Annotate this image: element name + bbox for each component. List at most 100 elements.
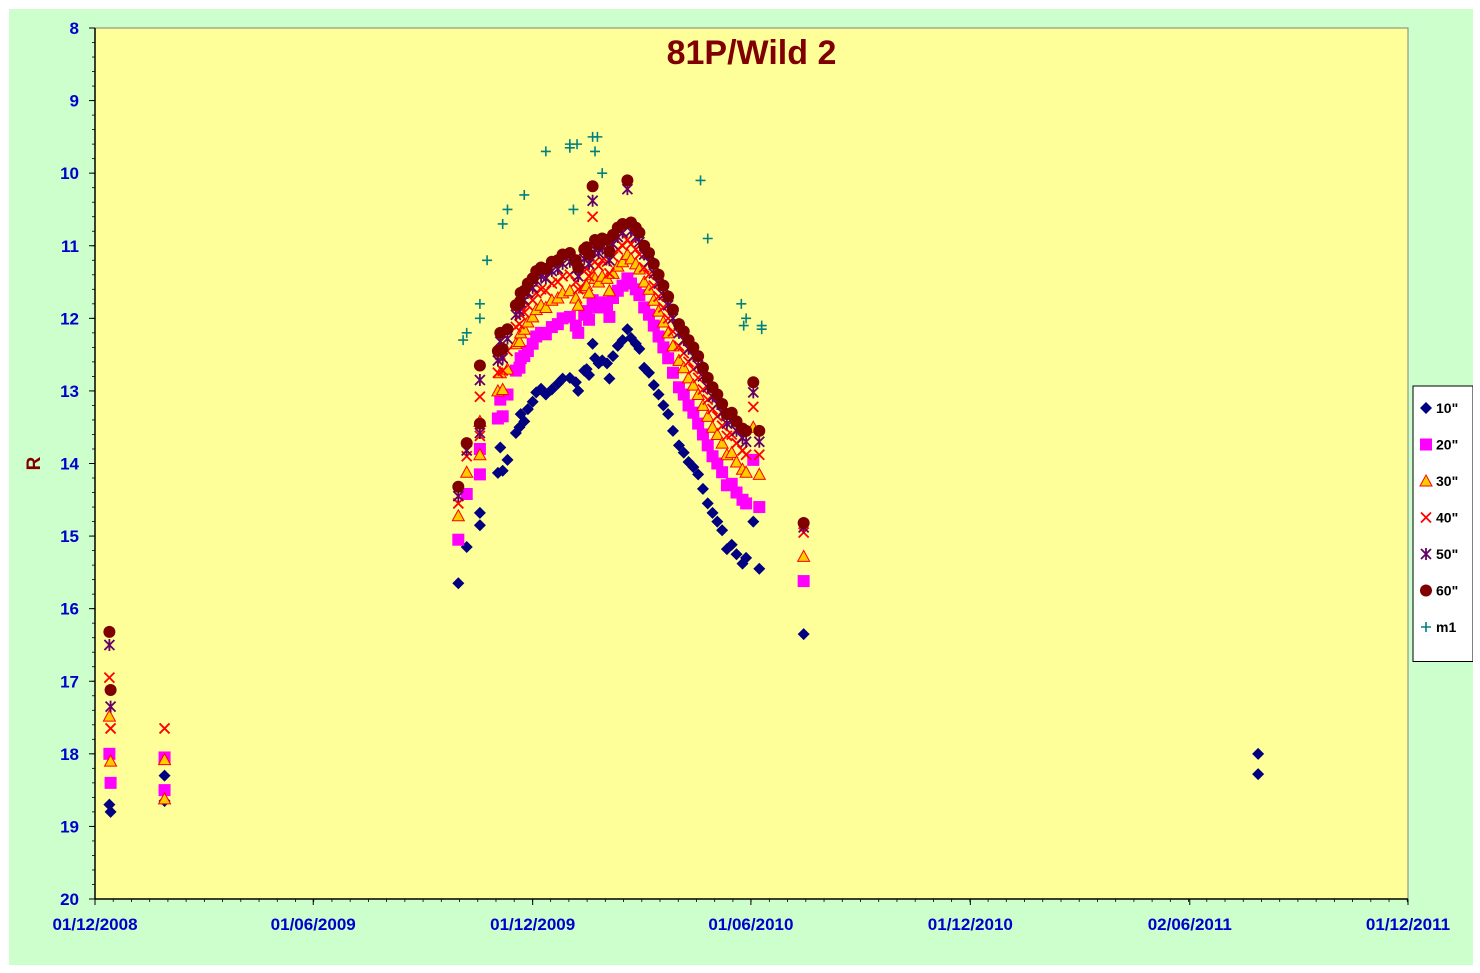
data-point <box>495 382 510 395</box>
y-tick-label: 9 <box>70 92 79 111</box>
data-point <box>496 464 509 477</box>
legend-label: 50" <box>1436 546 1458 562</box>
data-point <box>681 370 696 384</box>
data-point <box>666 303 679 316</box>
legend-marker <box>1420 548 1432 560</box>
data-point <box>692 468 705 481</box>
data-point <box>570 276 582 288</box>
data-point <box>740 435 752 448</box>
data-point <box>676 360 691 374</box>
data-point <box>753 435 765 448</box>
legend-label: 20" <box>1436 437 1458 453</box>
series-1 <box>103 272 810 797</box>
data-point <box>461 327 472 338</box>
data-point <box>473 359 486 372</box>
data-point <box>652 330 665 343</box>
data-point <box>696 482 709 495</box>
data-point <box>497 364 509 377</box>
data-point <box>104 805 117 818</box>
x-tick-label: 01/12/2009 <box>490 915 575 934</box>
x-tick-label: 01/12/2011 <box>1366 915 1450 934</box>
data-point <box>687 406 700 419</box>
data-point <box>716 397 729 410</box>
data-point <box>711 515 724 528</box>
data-point <box>753 501 766 514</box>
data-point <box>695 175 706 186</box>
data-point <box>586 180 599 193</box>
data-point <box>672 439 685 452</box>
data-point <box>460 487 473 500</box>
data-point <box>158 722 171 735</box>
data-point <box>590 146 601 157</box>
data-point <box>686 378 701 391</box>
data-point <box>474 313 485 324</box>
data-point <box>633 289 646 302</box>
data-point <box>452 533 465 546</box>
y-tick-label: 8 <box>70 19 79 38</box>
chart-area: 81P/Wild 2 R 8 9 10 11 12 13 14 15 16 17 18 19 20 01/… <box>9 9 1473 965</box>
data-point <box>652 268 665 281</box>
data-point <box>157 752 172 766</box>
data-point <box>696 361 709 374</box>
data-point <box>603 310 616 323</box>
data-point <box>539 300 553 313</box>
data-point <box>736 298 747 309</box>
data-point <box>740 424 753 437</box>
series-5 <box>103 174 810 696</box>
data-point <box>501 453 514 466</box>
series-6 <box>458 131 767 346</box>
data-point <box>104 776 117 789</box>
data-point <box>633 226 646 239</box>
data-point <box>473 447 487 461</box>
data-point <box>621 174 634 187</box>
data-point <box>451 508 466 522</box>
data-point <box>568 204 579 215</box>
data-point <box>482 255 493 266</box>
data-point <box>753 449 765 461</box>
data-point <box>571 298 586 311</box>
data-point <box>647 257 660 270</box>
data-point <box>662 352 675 365</box>
y-tick-label: 19 <box>60 817 79 836</box>
legend-label: 10" <box>1436 400 1458 416</box>
data-point <box>569 376 582 389</box>
data-point <box>460 437 473 450</box>
legend-marker <box>1420 402 1432 414</box>
y-tick-label: 15 <box>60 527 79 546</box>
data-point <box>494 441 507 454</box>
data-point <box>696 398 710 411</box>
data-point <box>651 304 666 317</box>
data-point <box>616 334 629 347</box>
data-point <box>521 403 534 416</box>
data-point <box>701 497 714 510</box>
data-point <box>572 326 585 339</box>
y-tick-label: 18 <box>60 745 79 764</box>
data-point <box>730 548 743 561</box>
data-point <box>657 279 670 292</box>
legend-marker <box>1419 473 1433 487</box>
data-point <box>724 445 739 459</box>
y-tick-label: 17 <box>60 672 79 691</box>
y-tick-label: 11 <box>61 237 79 256</box>
data-point <box>104 683 117 696</box>
data-point <box>104 700 117 713</box>
data-point <box>103 625 116 638</box>
data-point <box>747 386 759 399</box>
data-point <box>656 314 671 328</box>
data-point <box>572 283 584 295</box>
data-point <box>747 515 760 528</box>
data-point <box>583 270 595 282</box>
data-point <box>738 320 749 331</box>
data-point <box>672 353 686 366</box>
x-tick-label: 02/06/2011 <box>1148 915 1232 934</box>
data-point <box>496 410 509 423</box>
data-point <box>696 428 709 441</box>
data-point <box>741 313 752 324</box>
data-point <box>756 324 767 335</box>
data-point <box>652 388 665 401</box>
data-point <box>572 384 585 397</box>
axes: 8 9 10 11 12 13 14 15 16 17 18 19 20 01/12/2008 01/06/… <box>52 19 1450 934</box>
data-point <box>747 401 759 413</box>
x-tick-label: 01/12/2010 <box>928 915 1013 934</box>
data-point <box>513 318 526 330</box>
